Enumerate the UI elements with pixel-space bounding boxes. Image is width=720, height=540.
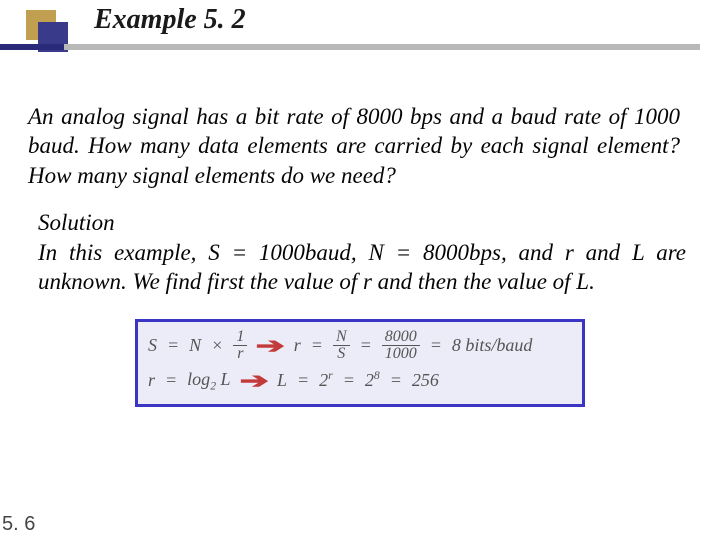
eq-log: log2 L <box>187 365 230 396</box>
eq-power: 28 <box>365 366 380 395</box>
eq-op: = <box>311 331 323 360</box>
eq-op: = <box>390 366 402 395</box>
eq-op: = <box>343 366 355 395</box>
fraction: 8000 1000 <box>382 329 420 362</box>
eq-var: L <box>277 366 287 395</box>
eq-var: N <box>189 331 201 360</box>
eq-op: = <box>167 331 179 360</box>
equation-row-2: r = log2 L ➔ L = 2r = 28 = 256 <box>148 363 572 398</box>
equation-box: S = N × 1 r ➔ r = N S = 8000 1000 = 8 bi… <box>135 319 585 407</box>
eq-op: = <box>297 366 309 395</box>
equation-row-1: S = N × 1 r ➔ r = N S = 8000 1000 = 8 bi… <box>148 328 572 363</box>
eq-var: r <box>294 331 301 360</box>
arrow-icon: ➔ <box>239 363 269 398</box>
fraction: N S <box>333 329 350 362</box>
page-number: 5. 6 <box>2 513 35 536</box>
eq-result: 8 bits/baud <box>452 331 533 360</box>
arrow-icon: ➔ <box>256 328 286 363</box>
fraction: 1 r <box>233 329 247 362</box>
solution-text: In this example, S = 1000baud, N = 8000b… <box>38 240 686 294</box>
eq-op: = <box>360 331 372 360</box>
eq-var: S <box>148 331 157 360</box>
eq-op: × <box>211 331 223 360</box>
solution-block: Solution In this example, S = 1000baud, … <box>38 208 686 296</box>
title-underline-gray <box>0 44 700 50</box>
eq-var: r <box>148 366 155 395</box>
problem-statement: An analog signal has a bit rate of 8000 … <box>28 102 680 190</box>
title-underline-blue <box>0 44 64 50</box>
solution-label: Solution <box>38 208 686 237</box>
eq-result: 256 <box>412 366 439 395</box>
eq-power: 2r <box>319 366 333 395</box>
slide-title: Example 5. 2 <box>94 4 246 36</box>
eq-op: = <box>165 366 177 395</box>
eq-op: = <box>430 331 442 360</box>
